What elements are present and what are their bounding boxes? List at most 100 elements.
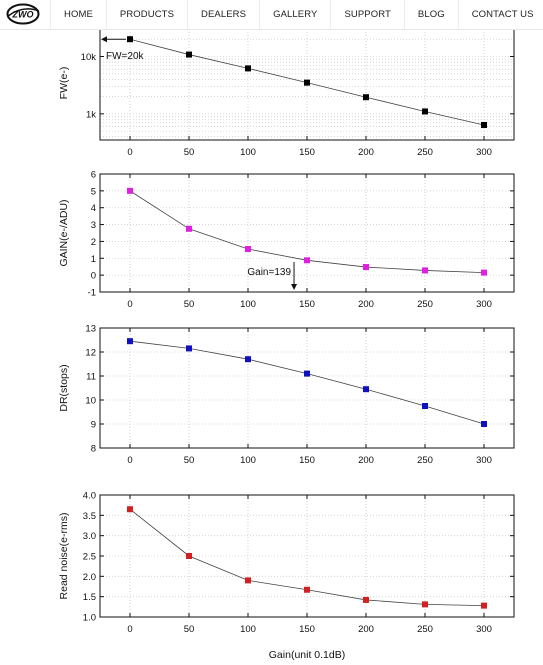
y-tick-label: 4 (91, 203, 96, 214)
menu-item-support[interactable]: SUPPORT (330, 0, 403, 29)
data-point (186, 345, 192, 352)
y-axis-label: Read noise(e-rms) (58, 513, 70, 600)
chart-panel-2: 0 50 100 150 200 250 300 -1 0 1 2 3 4 5 6 GAIN(e-/ADU) G… (58, 170, 515, 310)
x-tick-label: 150 (299, 147, 315, 158)
y-tick-label: 10 (85, 396, 96, 407)
data-point (481, 421, 487, 427)
data-point (127, 36, 133, 43)
menu-item-gallery[interactable]: GALLERY (259, 0, 330, 29)
x-tick-label: 200 (358, 624, 374, 635)
x-tick-label: 150 (299, 299, 315, 310)
x-tick-label: 200 (358, 147, 374, 158)
data-point (422, 267, 428, 274)
data-point (481, 269, 487, 276)
x-tick-label: 300 (476, 147, 492, 158)
chart-panel-3: 0 50 100 150 200 250 300 8 9 10 11 12 13 DR(stops) (58, 324, 515, 466)
annotation-arrowhead (101, 36, 107, 43)
data-point (127, 187, 133, 194)
data-point (422, 601, 428, 608)
y-tick-label: 2 (91, 237, 96, 248)
plot-frame (99, 173, 515, 293)
data-point (127, 506, 133, 513)
x-tick-label: 100 (240, 455, 256, 466)
menu-item-home[interactable]: HOME (50, 0, 106, 29)
x-tick-label: 50 (184, 147, 195, 158)
data-point (422, 108, 428, 115)
x-tick-label: 100 (240, 147, 256, 158)
data-point (245, 246, 251, 253)
y-tick-label: 4.0 (83, 491, 96, 502)
annotation-label: Gain=139 (247, 267, 291, 278)
y-tick-label: 3.0 (83, 531, 96, 542)
data-point (304, 370, 310, 377)
y-tick-label: 2.5 (83, 552, 96, 563)
x-tick-label: 150 (299, 624, 315, 635)
data-point (363, 264, 369, 271)
menu-item-blog[interactable]: BLOG (403, 0, 458, 29)
y-tick-label: 1.5 (83, 592, 96, 603)
menu-item-dealers[interactable]: DEALERS (187, 0, 259, 29)
data-point (304, 257, 310, 264)
y-tick-label: 2.0 (83, 572, 96, 583)
x-tick-label: 250 (417, 624, 433, 635)
x-tick-label: 100 (240, 624, 256, 635)
data-point (245, 356, 251, 363)
x-tick-label: 50 (184, 624, 195, 635)
x-tick-label: 50 (184, 299, 195, 310)
data-point (186, 51, 192, 58)
x-tick-label: 0 (127, 299, 132, 310)
x-tick-label: 300 (476, 455, 492, 466)
x-axis-label: Gain(unit 0.1dB) (269, 649, 345, 661)
data-point (186, 553, 192, 559)
chart-panel-1: 0 50 100 150 200 250 300 1k 10k FW(e-) FW=20k (58, 25, 515, 158)
y-tick-label: 10k (81, 52, 97, 63)
menu-item-products[interactable]: PRODUCTS (105, 0, 187, 29)
y-tick-label: 12 (85, 348, 96, 359)
x-tick-label: 100 (240, 299, 256, 310)
data-point (304, 79, 310, 86)
x-tick-label: 50 (184, 455, 195, 466)
chart-panel-4: 0 50 100 150 200 250 300 1.0 1.5 2.0 2.5 3.0 3.5 4.0 R… (58, 491, 515, 661)
x-tick-label: 250 (417, 147, 433, 158)
y-tick-label: 1k (86, 109, 96, 120)
x-tick-label: 0 (127, 147, 132, 158)
x-tick-label: 200 (358, 455, 374, 466)
data-point (481, 602, 487, 609)
y-tick-label: 0 (91, 271, 96, 282)
data-point (481, 121, 487, 128)
data-point (363, 596, 369, 603)
data-point (363, 94, 369, 101)
x-tick-label: 0 (127, 455, 132, 466)
data-point (363, 386, 369, 393)
data-point (422, 403, 428, 409)
y-tick-label: 1 (91, 254, 96, 265)
data-point (127, 338, 133, 345)
y-tick-label: 13 (85, 324, 96, 335)
y-axis-label: DR(stops) (58, 364, 70, 411)
menu-item-contact-us[interactable]: CONTACT US (457, 0, 543, 29)
y-tick-label: -1 (88, 288, 96, 299)
y-tick-label: 3.5 (83, 511, 96, 522)
y-tick-label: 5 (91, 186, 96, 197)
y-tick-label: 8 (91, 444, 96, 455)
top-navigation-bar: ZWO HOME PRODUCTS DEALERS GALLERY SUPPOR… (0, 0, 543, 30)
data-point (245, 65, 251, 72)
main-menu: HOME PRODUCTS DEALERS GALLERY SUPPORT BL… (50, 0, 543, 29)
y-tick-label: 1.0 (83, 613, 96, 624)
x-tick-label: 300 (476, 299, 492, 310)
x-tick-label: 250 (417, 455, 433, 466)
annotation-label: FW=20k (106, 51, 145, 62)
x-tick-label: 0 (127, 624, 132, 635)
x-tick-label: 300 (476, 624, 492, 635)
zwo-logo[interactable]: ZWO (6, 3, 40, 25)
x-tick-label: 250 (417, 299, 433, 310)
y-tick-label: 3 (91, 220, 96, 231)
y-axis-label: GAIN(e-/ADU) (58, 199, 70, 266)
x-tick-label: 150 (299, 455, 315, 466)
y-axis-label: FW(e-) (58, 67, 70, 100)
logo-text: ZWO (12, 10, 34, 20)
y-tick-label: 9 (91, 420, 96, 431)
data-point (304, 586, 310, 593)
y-tick-label: 11 (86, 372, 96, 383)
annotation-arrowhead (291, 284, 298, 290)
